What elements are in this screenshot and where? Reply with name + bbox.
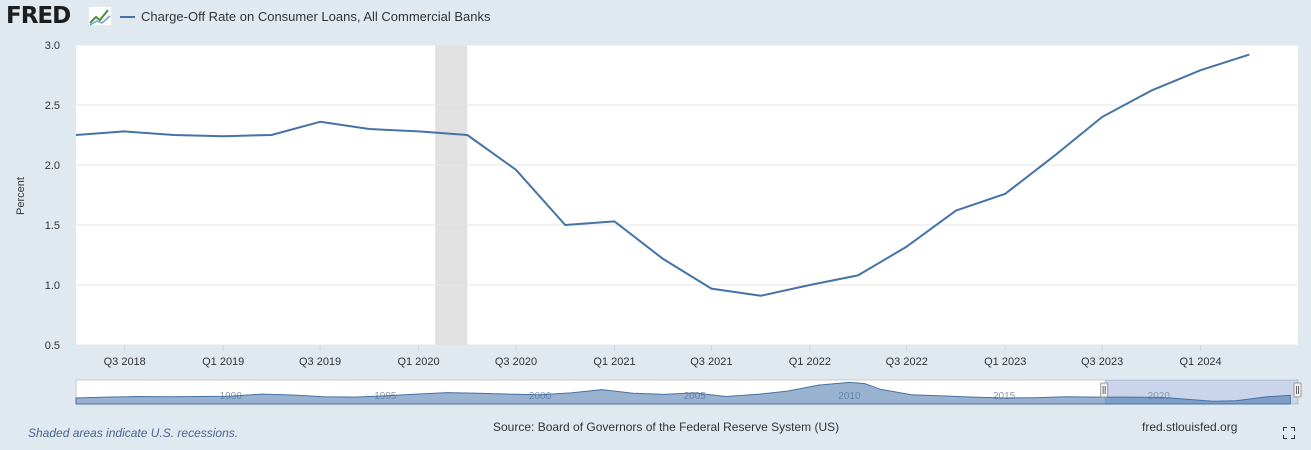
x-tick-label: Q1 2021 [593, 356, 635, 368]
data-point[interactable] [123, 129, 127, 133]
source-text: Source: Board of Governors of the Federa… [493, 420, 840, 434]
range-navigator[interactable]: 1990199520002005201020152020 [75, 379, 1302, 405]
y-axis-ticks: 0.5 1.0 1.5 2.0 2.5 3.0 [45, 40, 60, 352]
data-point[interactable] [709, 287, 713, 291]
series-layer [74, 53, 1251, 298]
x-axis-ticks: Q3 2018 Q1 2019 Q3 2019 Q1 2020 Q3 2020 Q1 20… [104, 345, 1222, 368]
navigator-year-label: 2020 [1148, 391, 1171, 402]
data-point[interactable] [563, 223, 567, 227]
chart-title: Charge-Off Rate on Consumer Loans, All C… [141, 9, 491, 24]
fred-graph-icon [88, 6, 112, 26]
y-tick-label: 3.0 [45, 40, 60, 52]
data-point[interactable] [661, 257, 665, 261]
y-tick-label: 2.5 [45, 100, 60, 112]
x-tick-label: Q1 2019 [202, 356, 244, 368]
data-point[interactable] [808, 283, 812, 287]
fred-logo[interactable]: FRED [6, 3, 71, 29]
data-point[interactable] [269, 133, 273, 137]
plot-background [76, 45, 1298, 345]
recession-band [435, 45, 468, 345]
legend-swatch [120, 16, 135, 18]
x-tick-label: Q1 2020 [397, 356, 439, 368]
data-point[interactable] [613, 219, 617, 223]
x-tick-label: Q3 2023 [1081, 356, 1123, 368]
data-point[interactable] [74, 133, 78, 137]
data-point[interactable] [1199, 68, 1203, 72]
data-point[interactable] [318, 120, 322, 124]
y-tick-label: 1.0 [45, 280, 60, 292]
data-point[interactable] [172, 133, 176, 137]
data-point[interactable] [1100, 115, 1104, 119]
x-tick-label: Q3 2021 [690, 356, 732, 368]
data-point[interactable] [905, 245, 909, 249]
recession-note: Shaded areas indicate U.S. recessions. [28, 426, 239, 440]
data-point[interactable] [417, 129, 421, 133]
series-line [75, 53, 1250, 297]
data-point[interactable] [1247, 53, 1251, 57]
data-point[interactable] [1051, 155, 1055, 159]
x-tick-label: Q3 2020 [495, 356, 537, 368]
x-tick-label: Q1 2022 [789, 356, 831, 368]
y-axis-label: Percent [15, 177, 27, 215]
navigator-area [75, 381, 1291, 405]
y-tick-label: 1.5 [45, 220, 60, 232]
x-tick-label: Q1 2024 [1179, 356, 1221, 368]
navigator-handle-right[interactable] [1293, 382, 1302, 398]
data-point[interactable] [514, 168, 518, 172]
x-tick-label: Q3 2019 [299, 356, 341, 368]
y-tick-label: 0.5 [45, 340, 60, 352]
x-tick-label: Q1 2023 [984, 356, 1026, 368]
data-point[interactable] [465, 133, 469, 137]
site-link[interactable]: fred.stlouisfed.org [1142, 420, 1238, 434]
navigator-handle-left[interactable] [1100, 382, 1109, 398]
data-point[interactable] [856, 273, 860, 277]
chart-header: FRED Charge-Off Rate on Consumer Loans, … [0, 0, 1311, 34]
data-point[interactable] [1149, 89, 1153, 93]
data-point[interactable] [221, 134, 225, 138]
grid-lines [76, 44, 1298, 346]
data-point[interactable] [367, 127, 371, 131]
data-point[interactable] [1003, 192, 1007, 196]
fullscreen-icon[interactable] [1283, 427, 1295, 439]
navigator-year-label: 2015 [993, 391, 1016, 402]
x-tick-label: Q3 2018 [104, 356, 146, 368]
y-tick-label: 2.0 [45, 160, 60, 172]
data-point[interactable] [759, 294, 763, 298]
data-point[interactable] [954, 209, 958, 213]
x-tick-label: Q3 2022 [886, 356, 928, 368]
recession-shading [435, 45, 468, 345]
